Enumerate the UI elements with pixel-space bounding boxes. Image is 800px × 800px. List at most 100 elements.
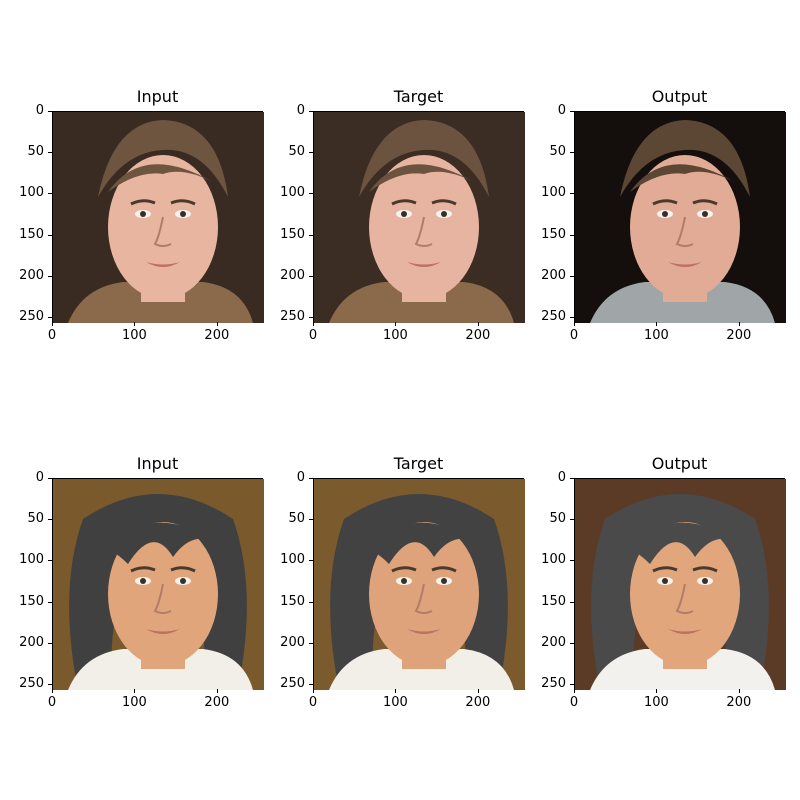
hair-fringe <box>108 522 218 564</box>
x-tick-mark <box>656 689 658 693</box>
y-tick-mark <box>570 560 574 562</box>
y-tick-label: 100 <box>541 552 566 568</box>
y-tick-mark <box>570 684 574 686</box>
y-tick-label: 100 <box>280 185 305 201</box>
y-tick-label: 250 <box>19 309 44 325</box>
mouth <box>668 629 702 634</box>
right-brow <box>431 566 457 573</box>
hair-back <box>330 494 508 690</box>
left-brow <box>391 566 417 573</box>
nose <box>414 216 433 247</box>
hair-back <box>98 120 228 197</box>
right-pupil <box>702 578 708 584</box>
y-tick-label: 150 <box>541 593 566 609</box>
y-tick-label: 200 <box>280 267 305 283</box>
y-tick-label: 200 <box>19 267 44 283</box>
output-image <box>575 112 786 323</box>
y-tick-mark <box>48 601 52 603</box>
y-tick-label: 50 <box>288 511 305 527</box>
target-image <box>314 112 525 323</box>
target-title: Target <box>393 454 444 473</box>
x-tick-label: 100 <box>122 695 147 710</box>
y-tick-label: 100 <box>19 552 44 568</box>
y-tick-mark <box>309 234 313 236</box>
left-pupil <box>140 578 146 584</box>
y-tick-label: 250 <box>541 309 566 325</box>
mouth <box>407 262 441 267</box>
shirt <box>590 649 775 690</box>
left-pupil <box>662 211 668 217</box>
y-tick-mark <box>48 275 52 277</box>
face <box>630 155 740 299</box>
y-tick-label: 150 <box>19 226 44 242</box>
y-tick-mark <box>570 275 574 277</box>
nose <box>153 216 172 247</box>
x-tick-label: 200 <box>465 695 491 710</box>
target-panel-row-2 <box>313 478 525 690</box>
y-tick-label: 0 <box>557 470 566 485</box>
right-pupil <box>180 211 186 217</box>
x-tick-label: 100 <box>644 328 669 343</box>
x-tick-mark <box>313 689 314 693</box>
right-pupil <box>702 211 708 217</box>
y-tick-mark <box>48 234 52 236</box>
y-tick-mark <box>570 478 574 479</box>
y-tick-label: 200 <box>541 267 566 283</box>
y-tick-label: 50 <box>27 511 44 527</box>
y-tick-mark <box>570 601 574 603</box>
x-tick-mark <box>574 322 575 326</box>
left-pupil <box>401 578 407 584</box>
face <box>630 522 740 666</box>
output-panel-row-2 <box>574 478 786 690</box>
x-tick-mark <box>395 689 397 693</box>
y-tick-label: 250 <box>19 676 44 692</box>
left-pupil <box>662 578 668 584</box>
input-title: Input <box>136 87 179 106</box>
x-tick-label: 100 <box>122 328 147 343</box>
x-tick-label: 0 <box>47 695 57 710</box>
shirt <box>68 282 253 323</box>
y-tick-mark <box>48 642 52 644</box>
y-tick-mark <box>48 519 52 521</box>
x-tick-mark <box>738 322 740 326</box>
y-tick-label: 50 <box>288 144 305 160</box>
face <box>108 522 218 666</box>
shirt <box>68 649 253 690</box>
input-image <box>53 112 264 323</box>
y-tick-label: 0 <box>557 103 566 118</box>
output-title: Output <box>651 87 708 106</box>
x-tick-mark <box>477 689 479 693</box>
left-brow <box>391 199 417 206</box>
x-tick-label: 200 <box>204 695 230 710</box>
input-image <box>53 479 264 690</box>
mouth <box>407 629 441 634</box>
y-tick-mark <box>309 275 313 277</box>
y-tick-label: 150 <box>19 593 44 609</box>
y-tick-label: 250 <box>541 676 566 692</box>
y-tick-label: 100 <box>19 185 44 201</box>
y-tick-mark <box>570 317 574 319</box>
y-tick-label: 50 <box>549 144 566 160</box>
x-tick-mark <box>738 689 740 693</box>
face <box>108 155 218 299</box>
y-tick-mark <box>48 152 52 154</box>
y-tick-label: 0 <box>35 470 44 485</box>
y-tick-label: 200 <box>280 634 305 650</box>
hair-back <box>591 494 769 690</box>
right-brow <box>170 199 196 206</box>
right-brow <box>692 199 718 206</box>
left-brow <box>130 566 156 573</box>
y-tick-mark <box>309 478 313 479</box>
nose <box>153 583 172 614</box>
hair-fringe <box>108 164 213 192</box>
y-tick-label: 150 <box>280 593 305 609</box>
x-tick-label: 0 <box>308 328 318 343</box>
target-title: Target <box>393 87 444 106</box>
face <box>369 522 479 666</box>
y-tick-mark <box>309 519 313 521</box>
right-pupil <box>180 578 186 584</box>
y-tick-label: 0 <box>296 103 305 118</box>
nose <box>675 216 694 247</box>
y-tick-label: 100 <box>280 552 305 568</box>
input-panel-row-2 <box>52 478 264 690</box>
